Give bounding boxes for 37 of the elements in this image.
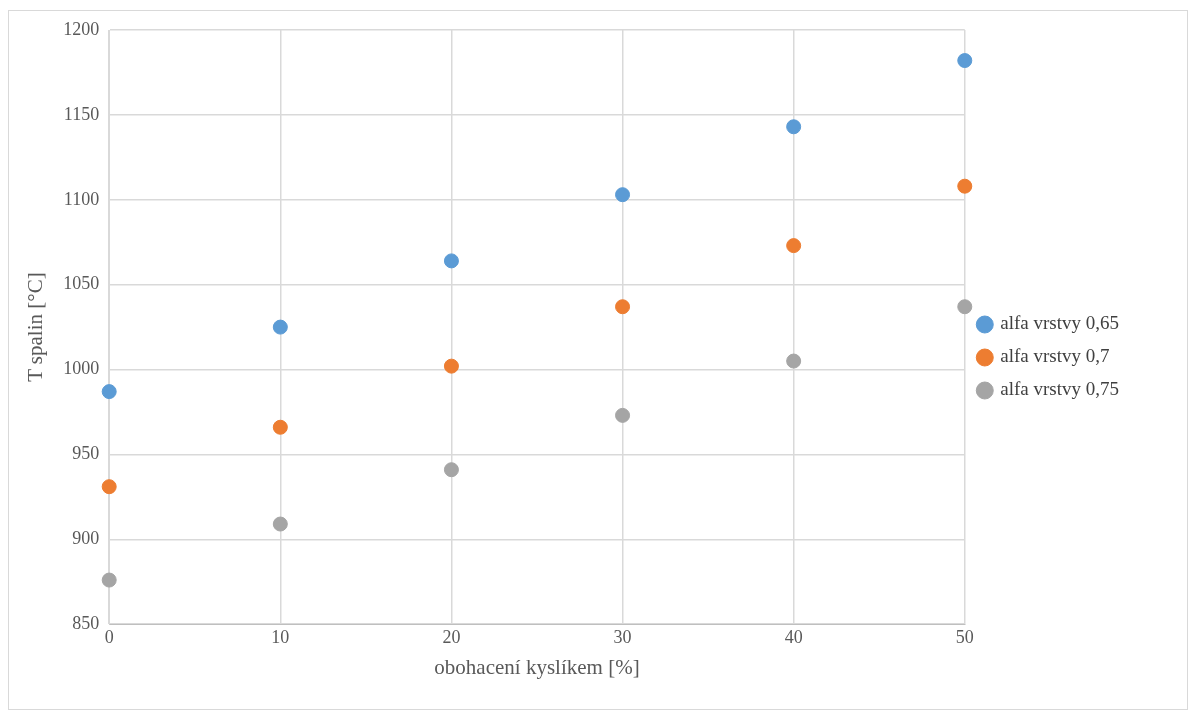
point [615, 299, 631, 315]
legend-label: alfa vrstvy 0,65 [1000, 312, 1120, 334]
x-tick-label: 10 [271, 626, 290, 647]
point [957, 299, 973, 315]
y-tick-label: 1200 [63, 18, 100, 39]
point [615, 407, 631, 423]
point [615, 187, 631, 203]
point [786, 353, 802, 369]
x-tick-label: 0 [104, 626, 114, 647]
y-tick-label: 1050 [63, 273, 100, 294]
legend-label: alfa vrstvy 0,75 [1000, 378, 1120, 400]
point [272, 319, 288, 335]
x-tick-label: 50 [955, 626, 974, 647]
legend-label: alfa vrstvy 0,7 [1000, 345, 1110, 367]
y-tick-label: 1000 [63, 358, 100, 379]
point [101, 572, 117, 588]
point [957, 178, 973, 194]
y-tick-label: 850 [72, 612, 100, 633]
point [786, 119, 802, 135]
y-tick-label: 900 [72, 528, 100, 549]
point [272, 419, 288, 435]
point [101, 384, 117, 400]
point [101, 479, 117, 495]
y-tick-label: 1150 [63, 103, 100, 124]
y-tick-label: 950 [72, 443, 100, 464]
x-tick-label: 20 [442, 626, 461, 647]
x-tick-label: 40 [784, 626, 803, 647]
point [272, 516, 288, 532]
y-tick-label: 1100 [63, 188, 100, 209]
point [443, 358, 459, 374]
point [443, 253, 459, 269]
y-axis-title: T spalin [°C] [23, 272, 48, 382]
x-axis-title: obohacení kyslíkem [%] [434, 654, 640, 679]
point [957, 53, 973, 69]
point [443, 462, 459, 478]
point [786, 238, 802, 254]
x-tick-label: 30 [613, 626, 632, 647]
